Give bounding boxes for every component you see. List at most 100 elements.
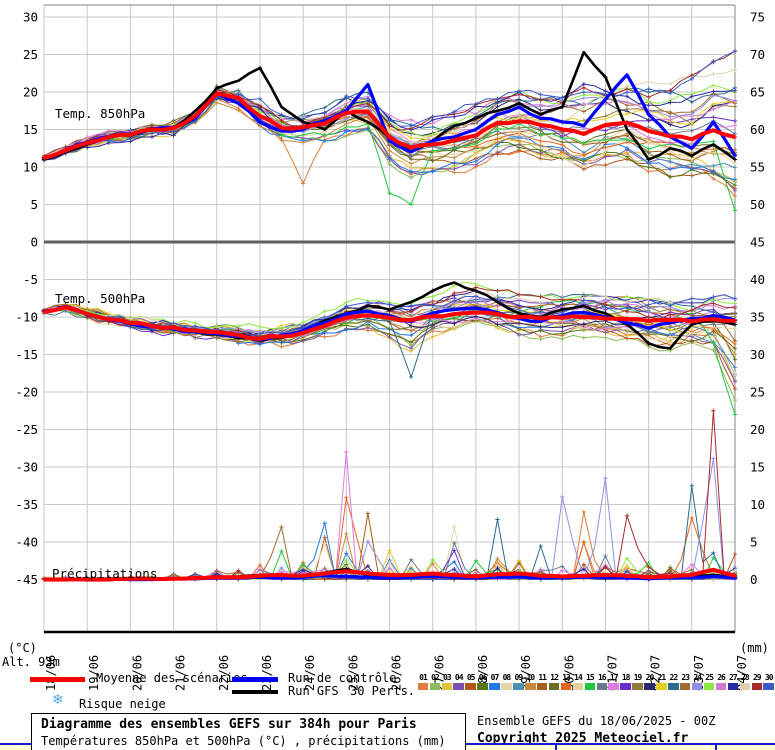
member-24-precip xyxy=(43,458,736,580)
y-tick-left: 30 xyxy=(23,10,38,25)
pert-color-swatch xyxy=(453,683,464,690)
member-29-t850-markers xyxy=(41,48,738,159)
ensemble-mean-line-t850 xyxy=(43,91,736,160)
y-tick-right: 70 xyxy=(750,47,765,62)
pert-number: 18 xyxy=(621,673,631,682)
control-legend-label: Run de contrôle xyxy=(288,671,397,685)
y-tick-right: 45 xyxy=(750,235,765,250)
member-08-t500 xyxy=(43,307,736,375)
pert-color-swatch xyxy=(656,683,667,690)
member-11-t850-markers xyxy=(41,91,738,163)
gfs-line-swatch xyxy=(232,690,278,694)
member-19-t500 xyxy=(43,304,736,343)
panel-label-precipitations: Précipitations xyxy=(52,566,158,581)
member-27-t850 xyxy=(43,83,736,161)
pert-key-02: 02 xyxy=(429,673,441,693)
pert-number: 04 xyxy=(454,673,464,682)
member-22-t850-markers xyxy=(41,85,738,161)
member-12-t850-markers xyxy=(41,84,738,163)
pert-number: 21 xyxy=(657,673,667,682)
chart-subtitle: Températures 850hPa et 500hPa (°C) , pré… xyxy=(41,734,446,748)
member-15-t500-markers xyxy=(41,299,738,417)
control-run-line-t500-markers xyxy=(41,305,738,342)
pert-number: 14 xyxy=(574,673,583,682)
member-21-t500-markers xyxy=(41,302,738,333)
y-tick-left: -25 xyxy=(15,422,38,437)
pert-color-swatch xyxy=(548,683,560,690)
y-tick-right: 55 xyxy=(750,160,765,175)
pert-color-swatch xyxy=(763,683,774,690)
member-08-t850 xyxy=(43,88,736,167)
member-06-t500 xyxy=(43,306,736,360)
pert-number: 13 xyxy=(562,673,571,682)
copyright-label: Copyright 2025 Meteociel.fr xyxy=(477,731,689,746)
member-27-t850-markers xyxy=(41,81,738,163)
y-tick-left: -15 xyxy=(15,347,38,362)
strip-separator xyxy=(555,745,557,750)
member-24-t850-markers xyxy=(41,92,738,162)
pert-key-15: 15 xyxy=(584,673,596,693)
member-06-t850-markers xyxy=(41,94,738,188)
member-01-t850 xyxy=(43,98,736,197)
pert-key-03: 03 xyxy=(441,673,453,693)
member-19-t500-markers xyxy=(41,302,738,345)
y-tick-left: 10 xyxy=(23,160,38,175)
member-08-t500-markers xyxy=(41,306,738,377)
member-08-t850-markers xyxy=(41,86,738,169)
member-29-t500 xyxy=(43,286,736,337)
left-axis-unit: (°C) xyxy=(8,641,37,655)
run-info-label: Ensemble GEFS du 18/06/2025 - 00Z xyxy=(477,714,716,728)
pert-number: 10 xyxy=(526,673,535,682)
pert-color-swatch xyxy=(525,683,536,690)
pert-number: 20 xyxy=(645,673,655,682)
pert-color-swatch xyxy=(584,683,596,690)
pert-color-swatch xyxy=(596,683,608,690)
member-23-t500 xyxy=(43,296,736,342)
member-27-t500-markers xyxy=(41,288,738,340)
pert-key-01: 01 xyxy=(417,673,429,693)
y-tick-left: 25 xyxy=(23,47,38,62)
y-tick-right: 50 xyxy=(750,197,765,212)
pert-key-28: 28 xyxy=(739,673,751,693)
y-tick-left: -20 xyxy=(15,385,38,400)
member-10-t850-markers xyxy=(41,100,738,166)
ensemble-mean-line-t850-markers xyxy=(41,91,738,161)
pert-key-12: 12 xyxy=(548,673,560,693)
member-11-t850 xyxy=(43,92,736,162)
pert-color-swatch xyxy=(668,683,679,690)
pert-number: 30 xyxy=(764,673,774,682)
pert-color-swatch xyxy=(679,683,691,690)
member-03-t500-markers xyxy=(41,302,738,383)
y-tick-right: 25 xyxy=(750,385,765,400)
member-27-t500 xyxy=(43,290,736,339)
member-05-t500-markers xyxy=(41,304,738,391)
member-21-t850 xyxy=(43,92,736,161)
pert-key-24: 24 xyxy=(691,673,703,693)
member-26-t850 xyxy=(43,93,736,157)
panel-label-850hpa: Temp. 850hPa xyxy=(55,106,146,121)
member-04-t500-markers xyxy=(41,305,738,384)
member-11-t500 xyxy=(43,303,736,342)
member-12-t500-markers xyxy=(41,303,738,351)
pert-key-26: 26 xyxy=(715,673,727,693)
pert-color-swatch xyxy=(644,683,655,690)
member-17-precip-markers xyxy=(41,449,738,582)
member-23-t850 xyxy=(43,92,736,160)
member-13-t850-markers xyxy=(41,93,738,161)
member-04-t500 xyxy=(43,305,736,382)
y-tick-right: 40 xyxy=(750,272,765,287)
pert-number: 01 xyxy=(419,673,428,682)
perturbation-color-key: 01 02 03 04 05 06 07 08 09 10 11 12 13 14 15 16 17 18 19 20… xyxy=(417,673,775,693)
pert-color-swatch xyxy=(620,683,631,690)
member-17-t500-markers xyxy=(41,302,738,341)
y-tick-right: 5 xyxy=(750,535,758,550)
member-22-t500-markers xyxy=(41,292,738,380)
y-tick-left: -5 xyxy=(23,272,38,287)
pert-key-21: 21 xyxy=(655,673,667,693)
strip-separator xyxy=(715,745,717,750)
pert-color-swatch xyxy=(572,683,584,690)
member-22-t850 xyxy=(43,87,736,160)
member-01-t850-markers xyxy=(41,96,738,199)
pert-color-swatch xyxy=(441,683,453,690)
pert-color-swatch xyxy=(513,683,524,690)
